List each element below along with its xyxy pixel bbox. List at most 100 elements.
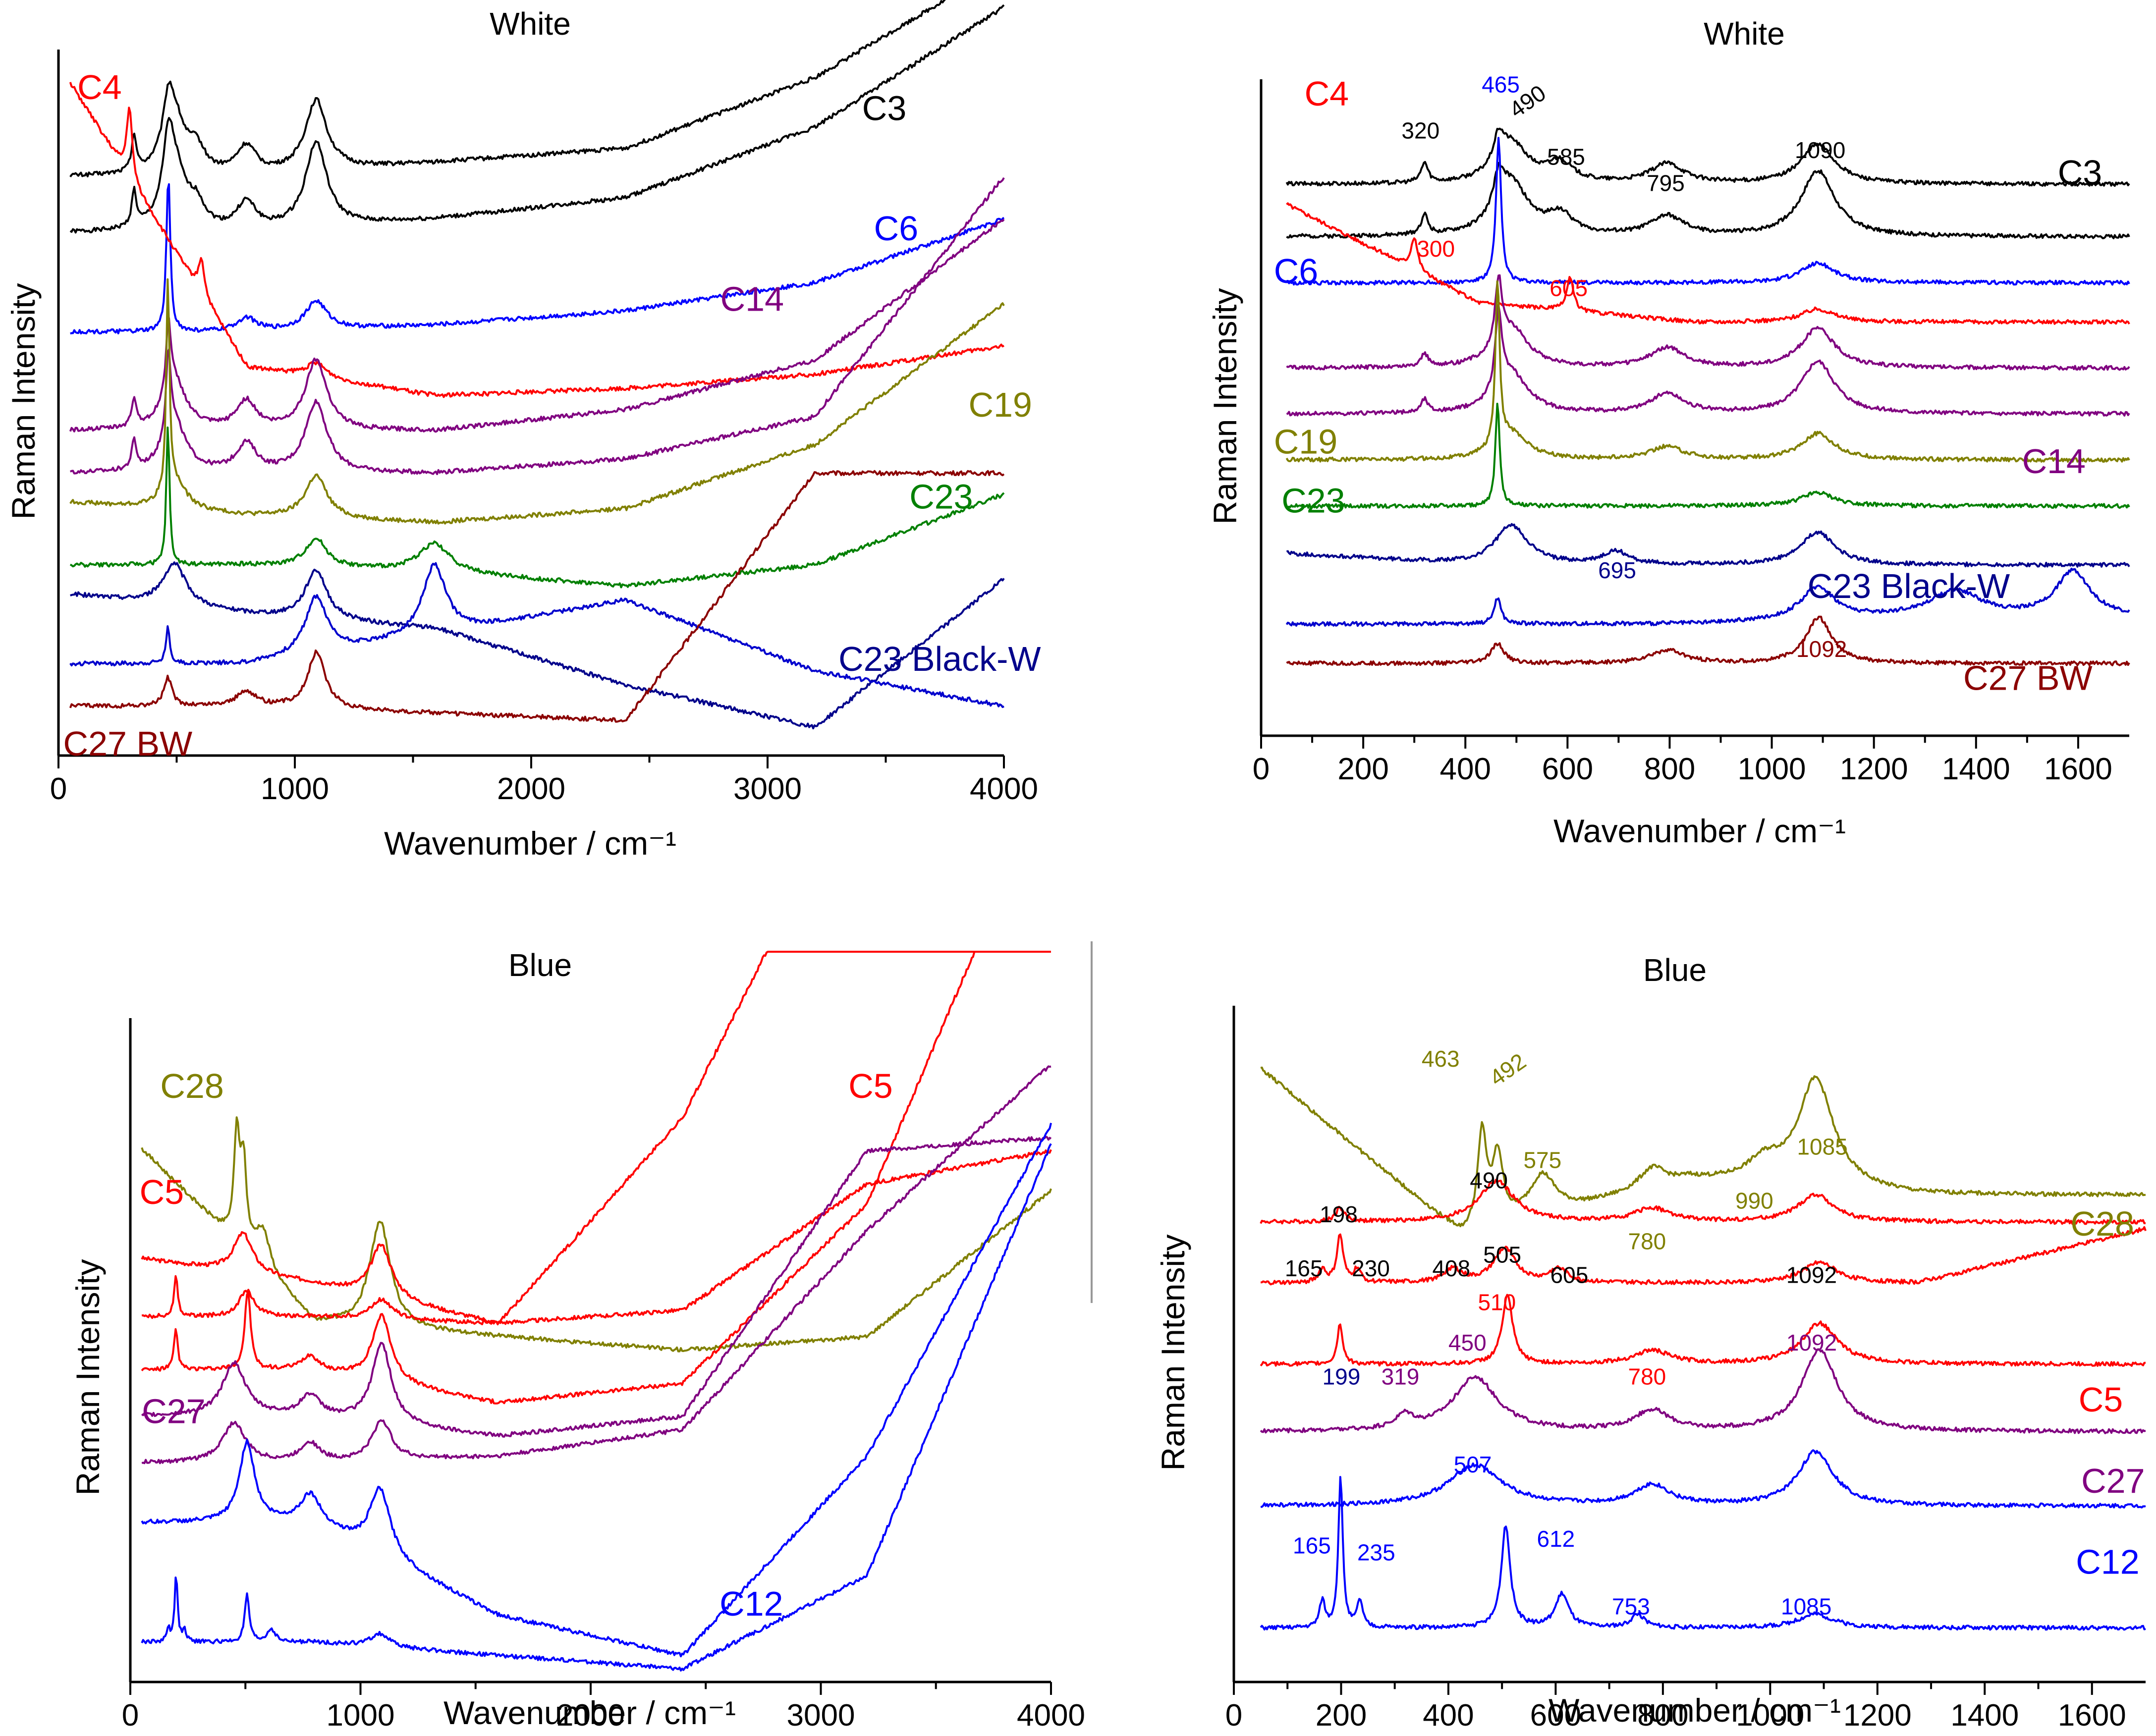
series-label: C12	[2076, 1543, 2139, 1581]
series-label: C28	[2070, 1204, 2134, 1243]
x-tick-label: 0	[1225, 1698, 1242, 1733]
panel-white-full-range: White Wavenumber / cm⁻¹ Raman Intensity …	[5, 0, 1041, 862]
x-tick-label: 2000	[497, 772, 565, 806]
series-label: C23	[909, 477, 973, 516]
spectrum-c27	[141, 1065, 1051, 1465]
peak-label: 605	[1549, 275, 1588, 301]
x-tick-label: 600	[1542, 752, 1593, 786]
peak-label: 695	[1598, 557, 1636, 583]
series-label: C23 Black-W	[1808, 567, 2010, 605]
peak-label: 575	[1523, 1147, 1561, 1173]
spectrum-c3	[1286, 162, 2130, 239]
peak-label: 490	[1470, 1168, 1508, 1194]
spectrum-c6	[1286, 137, 2130, 286]
peak-label: 990	[1735, 1188, 1773, 1214]
spectrum-c12	[1260, 1476, 2146, 1631]
spectrum-c14	[69, 177, 1005, 475]
series-label: C19	[1274, 422, 1337, 461]
peak-label: 165	[1293, 1533, 1331, 1559]
spectrum-c5	[141, 951, 1051, 1405]
x-tick-label: 1200	[1843, 1698, 1912, 1733]
peak-label: 465	[1482, 72, 1520, 98]
spectrum-c6	[70, 183, 1005, 335]
spectrum-c28	[1260, 1066, 2146, 1228]
x-tick-label: 200	[1316, 1698, 1367, 1733]
x-axis-label: Wavenumber / cm⁻¹	[1553, 813, 1846, 849]
x-tick-label: 1000	[1736, 1698, 1804, 1733]
x-tick-label: 400	[1440, 752, 1491, 786]
panel-blue-low-range: Blue Wavenumber / cm⁻¹ Raman Intensity 0…	[1155, 952, 2147, 1733]
peak-label: 319	[1382, 1363, 1420, 1389]
panel-title: White	[1704, 16, 1785, 52]
spectrum-c19	[1285, 280, 2130, 463]
spectrum-c27	[1260, 1348, 2146, 1434]
x-tick-label: 800	[1637, 1698, 1688, 1733]
y-axis-label: Raman Intensity	[1207, 288, 1243, 525]
y-axis-label: Raman Intensity	[69, 1259, 106, 1496]
series-label: C3	[2058, 153, 2102, 192]
x-tick-label: 1600	[2058, 1698, 2126, 1733]
spectrum-c5	[141, 1149, 1052, 1326]
series-label: C6	[1274, 252, 1318, 290]
peak-label: 507	[1454, 1452, 1492, 1477]
x-tick-label: 1200	[1840, 752, 1908, 786]
spectrum-c14	[1286, 274, 2130, 371]
peak-label: 198	[1320, 1201, 1358, 1227]
peak-label: 1092	[1796, 636, 1847, 662]
peak-label: 605	[1550, 1262, 1589, 1288]
series-label: C27	[2081, 1462, 2145, 1500]
x-tick-label: 3000	[733, 772, 802, 806]
y-axis-label: Raman Intensity	[1155, 1235, 1191, 1471]
x-tick-label: 1400	[1942, 752, 2010, 786]
spectrum-c5	[1260, 1179, 2146, 1225]
spectrum-c14	[69, 218, 1005, 433]
series-label: C27 BW	[63, 724, 193, 763]
peak-label: 320	[1401, 117, 1439, 143]
spectrum-c12	[141, 1143, 1052, 1672]
panel-title: Blue	[508, 947, 572, 983]
series-label: C5	[848, 1067, 892, 1105]
series-label: C23 Black-W	[838, 640, 1041, 678]
spectrum-c27	[141, 1136, 1052, 1438]
peak-label: 585	[1547, 144, 1585, 169]
peak-label: 492	[1485, 1048, 1531, 1091]
spectrum-c4	[69, 82, 1005, 398]
spectrum-c3	[1285, 127, 2130, 187]
spectrum-c3	[69, 4, 1005, 234]
peak-label: 612	[1537, 1526, 1575, 1552]
spectrum-c27-bw	[69, 470, 1005, 723]
x-tick-label: 1600	[2044, 752, 2112, 786]
x-tick-label: 800	[1644, 752, 1695, 786]
peak-label: 510	[1478, 1289, 1516, 1315]
x-tick-label: 4000	[1017, 1698, 1085, 1733]
peak-label: 235	[1357, 1539, 1395, 1565]
series-label: C5	[2079, 1380, 2123, 1419]
panel-title: Blue	[1643, 952, 1707, 988]
x-axis-label: Wavenumber / cm⁻¹	[443, 1694, 736, 1731]
peak-label: 165	[1285, 1255, 1323, 1281]
peak-label: 1090	[1795, 137, 1845, 163]
peak-label: 753	[1612, 1594, 1650, 1620]
spectrum-c19	[69, 278, 1005, 525]
spectrum-c28	[141, 1116, 1052, 1353]
panel-white-low-range: White Wavenumber / cm⁻¹ Raman Intensity …	[1207, 16, 2130, 849]
peak-label: 1092	[1786, 1330, 1837, 1356]
spectrum-c23-black-w	[69, 561, 1005, 730]
x-axis-label: Wavenumber / cm⁻¹	[1548, 1692, 1841, 1729]
peak-label: 230	[1352, 1255, 1390, 1281]
series-label: C27	[142, 1392, 205, 1430]
x-tick-label: 400	[1423, 1698, 1474, 1733]
x-tick-label: 600	[1530, 1698, 1581, 1733]
series-label: C28	[160, 1067, 223, 1105]
spectrum-c5	[1260, 1294, 2146, 1367]
peak-label: 780	[1628, 1363, 1666, 1389]
peak-label: 795	[1647, 170, 1685, 196]
series-label: C19	[968, 385, 1032, 424]
spectrum-c23	[69, 426, 1005, 589]
spectrum-c12	[141, 1123, 1052, 1658]
x-tick-label: 1400	[1950, 1698, 2019, 1733]
spectrum-c14	[1286, 304, 2130, 417]
peak-label: 199	[1323, 1363, 1361, 1389]
spectrum-c3	[69, 0, 946, 178]
series-label: C3	[862, 89, 906, 128]
